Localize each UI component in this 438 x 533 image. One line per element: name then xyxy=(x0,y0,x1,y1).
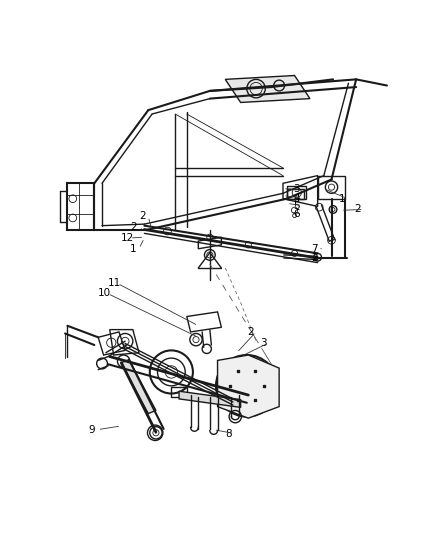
Text: 6: 6 xyxy=(293,209,300,219)
Polygon shape xyxy=(218,355,279,418)
Text: 9: 9 xyxy=(88,425,95,435)
Text: 10: 10 xyxy=(98,288,111,298)
Text: 2: 2 xyxy=(311,253,318,263)
Bar xyxy=(171,387,187,397)
Text: 7: 7 xyxy=(311,244,318,254)
Bar xyxy=(287,185,306,199)
Text: 2: 2 xyxy=(247,327,254,337)
Text: 4: 4 xyxy=(293,193,300,203)
Text: 2: 2 xyxy=(130,222,136,232)
Text: 8: 8 xyxy=(225,429,232,439)
Bar xyxy=(287,189,304,199)
Text: 3: 3 xyxy=(293,184,300,195)
Text: 12: 12 xyxy=(120,233,134,243)
Text: 5: 5 xyxy=(293,200,300,211)
Polygon shape xyxy=(225,76,310,102)
Polygon shape xyxy=(121,360,156,414)
Text: 2: 2 xyxy=(139,212,145,221)
Text: 1: 1 xyxy=(339,193,345,204)
Polygon shape xyxy=(179,391,240,407)
Text: 2: 2 xyxy=(355,205,361,214)
Text: 3: 3 xyxy=(260,338,266,348)
Text: 11: 11 xyxy=(108,278,121,288)
Text: 1: 1 xyxy=(130,244,136,254)
